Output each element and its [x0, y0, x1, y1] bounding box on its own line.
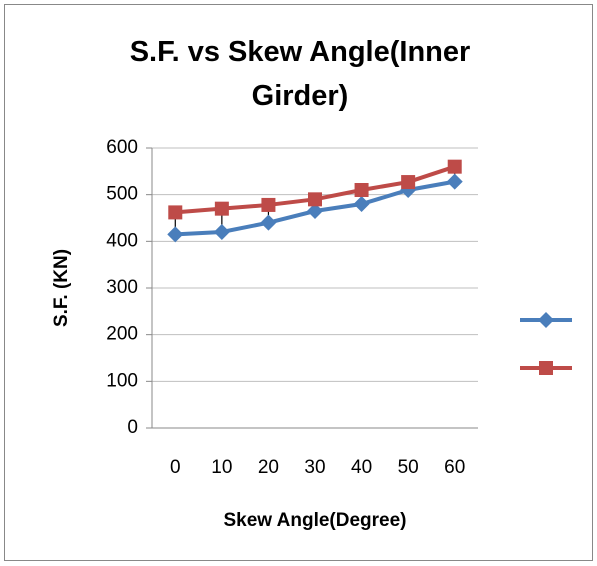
y-tick-label: 400: [106, 230, 138, 251]
x-tick-label: 0: [170, 457, 181, 478]
y-axis-label: S.F. (KN): [51, 249, 72, 327]
marker: [446, 173, 463, 190]
y-tick-label: 0: [127, 417, 138, 438]
x-tick-label: 50: [398, 457, 419, 478]
marker: [308, 192, 322, 207]
marker: [213, 224, 230, 240]
marker: [214, 201, 229, 216]
x-axis-label: Skew Angle(Degree): [223, 510, 406, 531]
x-tick-label: 30: [304, 457, 325, 478]
marker: [354, 183, 369, 197]
x-tick-label: 60: [444, 457, 465, 478]
x-tick-label: 40: [351, 457, 372, 478]
y-tick-label: 600: [106, 137, 138, 158]
chart-frame: [4, 4, 593, 561]
legend-marker: [538, 312, 554, 328]
marker: [261, 197, 276, 212]
x-tick-label: 20: [258, 457, 279, 478]
marker: [447, 159, 462, 174]
marker: [260, 214, 277, 231]
marker: [168, 205, 183, 220]
chart-title: S.F. vs Skew Angle(Inner Girder): [129, 36, 471, 112]
y-tick-label: 300: [106, 277, 138, 298]
y-tick-label: 500: [106, 184, 138, 205]
marker: [167, 226, 184, 243]
marker: [353, 196, 370, 212]
y-tick-label: 200: [106, 324, 138, 345]
legend-marker: [539, 361, 553, 375]
marker: [307, 203, 323, 219]
x-tick-label: 10: [211, 457, 232, 478]
y-tick-label: 100: [106, 370, 138, 391]
marker: [401, 175, 416, 190]
